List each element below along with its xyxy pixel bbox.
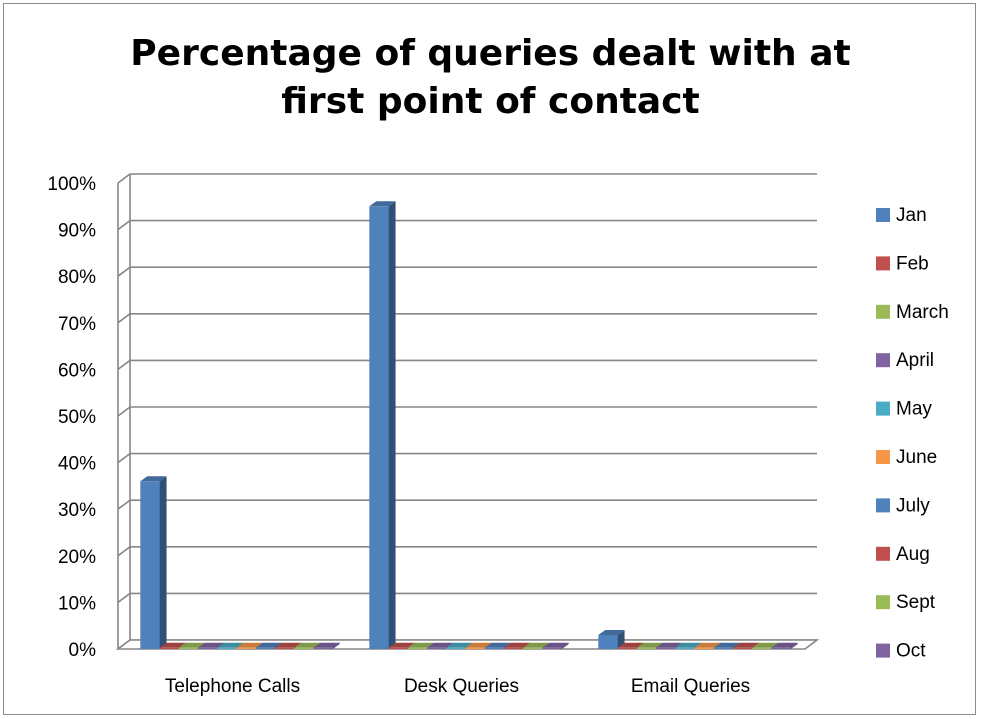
- chart-title-line-1: Percentage of queries dealt with at: [130, 33, 851, 74]
- bar-jan-telephone-calls: [140, 476, 167, 649]
- gridline-side: [117, 359, 131, 371]
- legend-swatch: [876, 256, 890, 271]
- legend-label: May: [896, 399, 932, 420]
- y-tick-label: 0%: [69, 640, 97, 661]
- legend-swatch: [876, 401, 890, 416]
- legend-label: April: [896, 350, 934, 371]
- gridline-side: [117, 266, 131, 277]
- legend-item-march: March: [876, 302, 949, 323]
- legend-item-aug: Aug: [876, 544, 930, 565]
- y-tick-label: 80%: [58, 267, 96, 288]
- bar-jan-desk-queries: [369, 201, 396, 650]
- gridline-side: [117, 546, 131, 557]
- gridline-side: [117, 313, 131, 324]
- chart-title: Percentage of queries dealt with at firs…: [0, 30, 981, 126]
- y-tick-label: 50%: [58, 407, 96, 428]
- y-tick-label: 20%: [58, 547, 96, 568]
- legend-swatch: [876, 595, 890, 610]
- legend-label: Feb: [896, 253, 929, 274]
- y-tick-label: 40%: [58, 454, 96, 475]
- legend-swatch: [876, 498, 890, 513]
- gridline-side: [117, 173, 131, 184]
- gridline-side: [117, 499, 131, 510]
- legend-item-april: April: [876, 350, 934, 371]
- legend-item-may: May: [876, 399, 932, 420]
- gridline-side: [117, 406, 131, 417]
- bar-oct-email-queries: [771, 642, 798, 649]
- legend-label: Sept: [896, 592, 936, 613]
- legend-item-feb: Feb: [876, 253, 929, 274]
- grid-lines: [115, 173, 820, 650]
- legend-label: March: [896, 302, 949, 323]
- y-tick-label: 30%: [58, 500, 96, 521]
- legend-label: Oct: [896, 641, 926, 662]
- x-category-label: Desk Queries: [404, 676, 519, 697]
- legend-item-july: July: [876, 495, 930, 516]
- legend-label: June: [896, 447, 937, 468]
- y-tick-label: 70%: [58, 314, 96, 335]
- legend-swatch: [876, 353, 890, 368]
- y-tick-label: 100%: [47, 174, 96, 195]
- x-category-label: Telephone Calls: [165, 676, 300, 697]
- legend-item-oct: Oct: [876, 641, 926, 662]
- x-axis-category-labels: Telephone Calls Desk Queries Email Queries: [165, 676, 750, 697]
- bar-oct-desk-queries: [542, 642, 569, 649]
- gridline-side: [117, 592, 131, 604]
- legend-item-sept: Sept: [876, 592, 936, 613]
- legend-item-june: June: [876, 447, 937, 468]
- gridline-side: [117, 452, 131, 464]
- legend: Jan Feb March April May June July Aug Sept Oct: [876, 205, 949, 662]
- gridline-side: [117, 219, 131, 231]
- legend-swatch: [876, 304, 890, 319]
- y-tick-label: 60%: [58, 360, 96, 381]
- legend-label: Jan: [896, 205, 927, 226]
- legend-swatch: [876, 208, 890, 222]
- x-category-label: Email Queries: [631, 676, 750, 697]
- chart-title-line-2: first point of contact: [281, 81, 700, 122]
- bar-oct-telephone-calls: [313, 642, 340, 649]
- y-tick-label: 90%: [58, 221, 96, 242]
- legend-swatch: [876, 450, 890, 464]
- legend-label: July: [896, 495, 930, 516]
- legend-item-jan: Jan: [876, 205, 927, 226]
- y-tick-label: 10%: [58, 593, 96, 614]
- legend-swatch: [876, 546, 890, 561]
- legend-swatch: [876, 643, 890, 658]
- y-axis-tick-labels: 0% 10% 20% 30% 40% 50% 60% 70% 80% 90% 100%: [47, 174, 96, 661]
- legend-label: Aug: [896, 544, 930, 565]
- bars: [140, 201, 798, 650]
